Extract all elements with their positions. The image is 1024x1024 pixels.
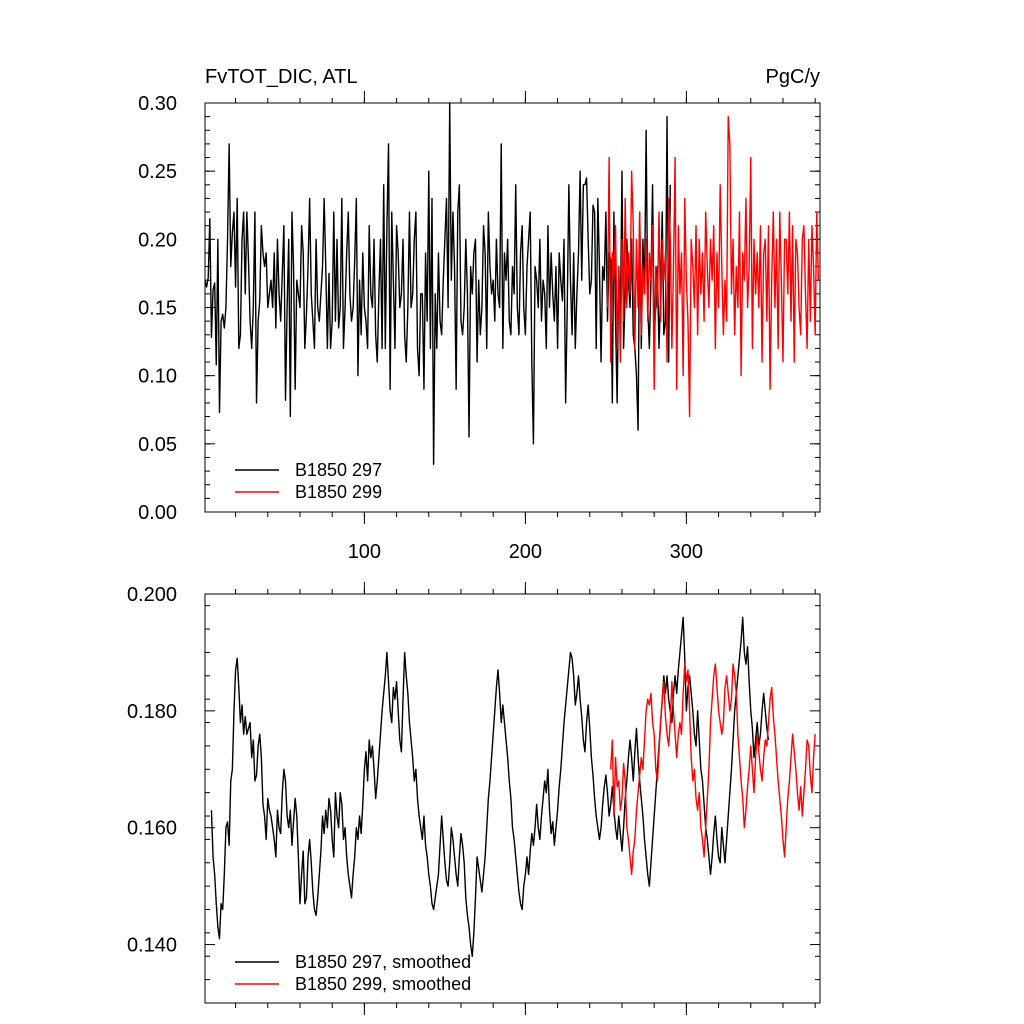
top-x-tick-label: 100 — [348, 541, 381, 563]
top-y-tick-label: 0.05 — [138, 434, 177, 456]
top-y-tick-label: 0.10 — [138, 366, 177, 388]
bottom-plot-frame — [204, 593, 821, 1004]
bottom-y-tick-label: 0.140 — [127, 935, 177, 957]
bottom-legend-label: B1850 299, smoothed — [295, 974, 471, 994]
top-y-tick-label: 0.15 — [138, 298, 177, 320]
chart-title: FvTOT_DIC, ATL — [205, 66, 358, 88]
bottom-y-tick-label: 0.180 — [127, 701, 177, 723]
units-label: PgC/y — [766, 66, 820, 88]
top-y-tick-label: 0.30 — [138, 93, 177, 115]
bottom-legend-label: B1850 297, smoothed — [295, 952, 471, 972]
top-x-tick-label: 200 — [509, 541, 542, 563]
top-panel: 0.00 0.05 0.10 0.15 0.20 0.25 0.30 100 200 300 FvT… — [138, 66, 821, 563]
bottom-panel: 0.140 0.160 0.180 0.200 B1850 297, smoothedB… — [127, 582, 821, 1015]
top-y-tick-label: 0.00 — [138, 502, 177, 524]
top-y-tick-label: 0.20 — [138, 229, 177, 251]
top-legend-label: B1850 297 — [295, 460, 382, 480]
bottom-y-tick-label: 0.200 — [127, 584, 177, 606]
bottom-series-line-b1850-299 — [610, 663, 816, 876]
top-y-tick-label: 0.25 — [138, 161, 177, 183]
top-series-line-b1850-299 — [606, 115, 820, 418]
top-legend-label: B1850 299 — [295, 482, 382, 502]
bottom-series-line-b1850-297 — [210, 616, 770, 957]
top-x-tick-label: 300 — [670, 541, 703, 563]
top-series-line-b1850-297 — [204, 102, 671, 465]
bottom-y-tick-label: 0.160 — [127, 818, 177, 840]
